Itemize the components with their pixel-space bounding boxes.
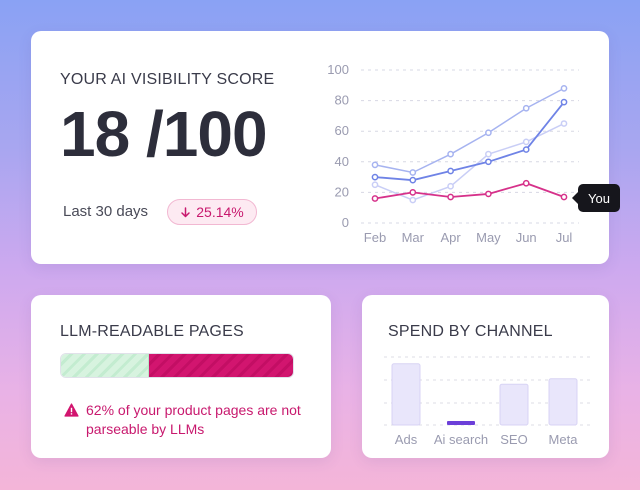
period-label: Last 30 days [63,203,149,220]
bar-category-label: Ads [395,432,418,447]
y-tick-label: 60 [335,123,349,138]
bar [447,421,475,425]
data-point [560,120,568,127]
bar [548,378,578,426]
data-point [522,179,530,187]
data-point [485,129,492,137]
y-tick-label: 20 [335,184,349,199]
data-point [560,193,568,201]
series-line [374,101,565,182]
readable-pages-progress-bar [60,353,294,378]
data-point [371,195,379,202]
bar [391,363,421,426]
warning-message: 62% of your product pages are not parsea… [86,402,301,437]
data-point [371,173,379,181]
data-point [409,196,417,204]
score-card-title: YOUR AI VISIBILITY SCORE [60,71,275,88]
data-point [560,98,568,106]
data-point [447,150,454,158]
x-tick-label: Mar [402,230,425,245]
data-point [522,104,530,112]
x-tick-label: Jun [516,230,537,245]
data-point [409,189,417,196]
chart-tooltip: You [572,184,620,212]
score-value: 18 /100 [60,98,268,170]
data-point [522,138,530,146]
pages-card-title: LLM-READABLE PAGES [60,323,244,340]
bar-category-label: Ai search [434,432,488,447]
progress-readable-segment [61,354,150,377]
data-point [371,161,379,169]
y-tick-label: 80 [335,93,349,108]
llm-readable-pages-card: LLM-READABLE PAGES 62% of your product p… [31,295,331,458]
delta-badge: 25.14% [167,199,257,225]
data-point [485,158,492,166]
data-point [447,167,454,175]
y-tick-label: 40 [335,154,349,169]
spend-by-channel-card: SPEND BY CHANNEL Ads Ai search SEO Meta [362,295,609,458]
visibility-line-chart: 0 20 40 60 80 100 Feb Mar Apr May Jun Jul [327,62,579,245]
bar-category-label: SEO [500,432,527,447]
data-point [409,176,417,184]
data-point [447,193,454,201]
data-point [485,190,492,198]
x-tick-label: May [476,230,501,245]
data-point [371,181,379,189]
series-line [374,122,565,201]
series-line [374,182,565,200]
y-tick-label: 0 [342,215,349,230]
bar-category-label: Meta [549,432,579,447]
arrow-down-icon [181,206,190,217]
data-point [522,146,530,153]
series-line [374,87,565,174]
data-point [409,169,417,176]
y-tick-label: 100 [327,62,349,77]
x-tick-label: Jul [556,230,573,245]
warning-row: 62% of your product pages are not parsea… [64,401,306,439]
ai-visibility-score-card: YOUR AI VISIBILITY SCORE 18 /100 Last 30… [31,31,620,264]
spend-bar-chart: Ads Ai search SEO Meta [384,356,590,447]
x-tick-label: Apr [440,230,461,245]
progress-unreadable-segment [149,354,293,377]
bar [499,383,529,426]
x-tick-label: Feb [364,230,386,245]
warning-triangle-icon [64,403,79,417]
data-point [447,182,454,190]
data-point [560,85,568,92]
delta-value: 25.14% [196,204,244,220]
data-point [485,150,492,158]
spend-card-title: SPEND BY CHANNEL [388,323,553,340]
